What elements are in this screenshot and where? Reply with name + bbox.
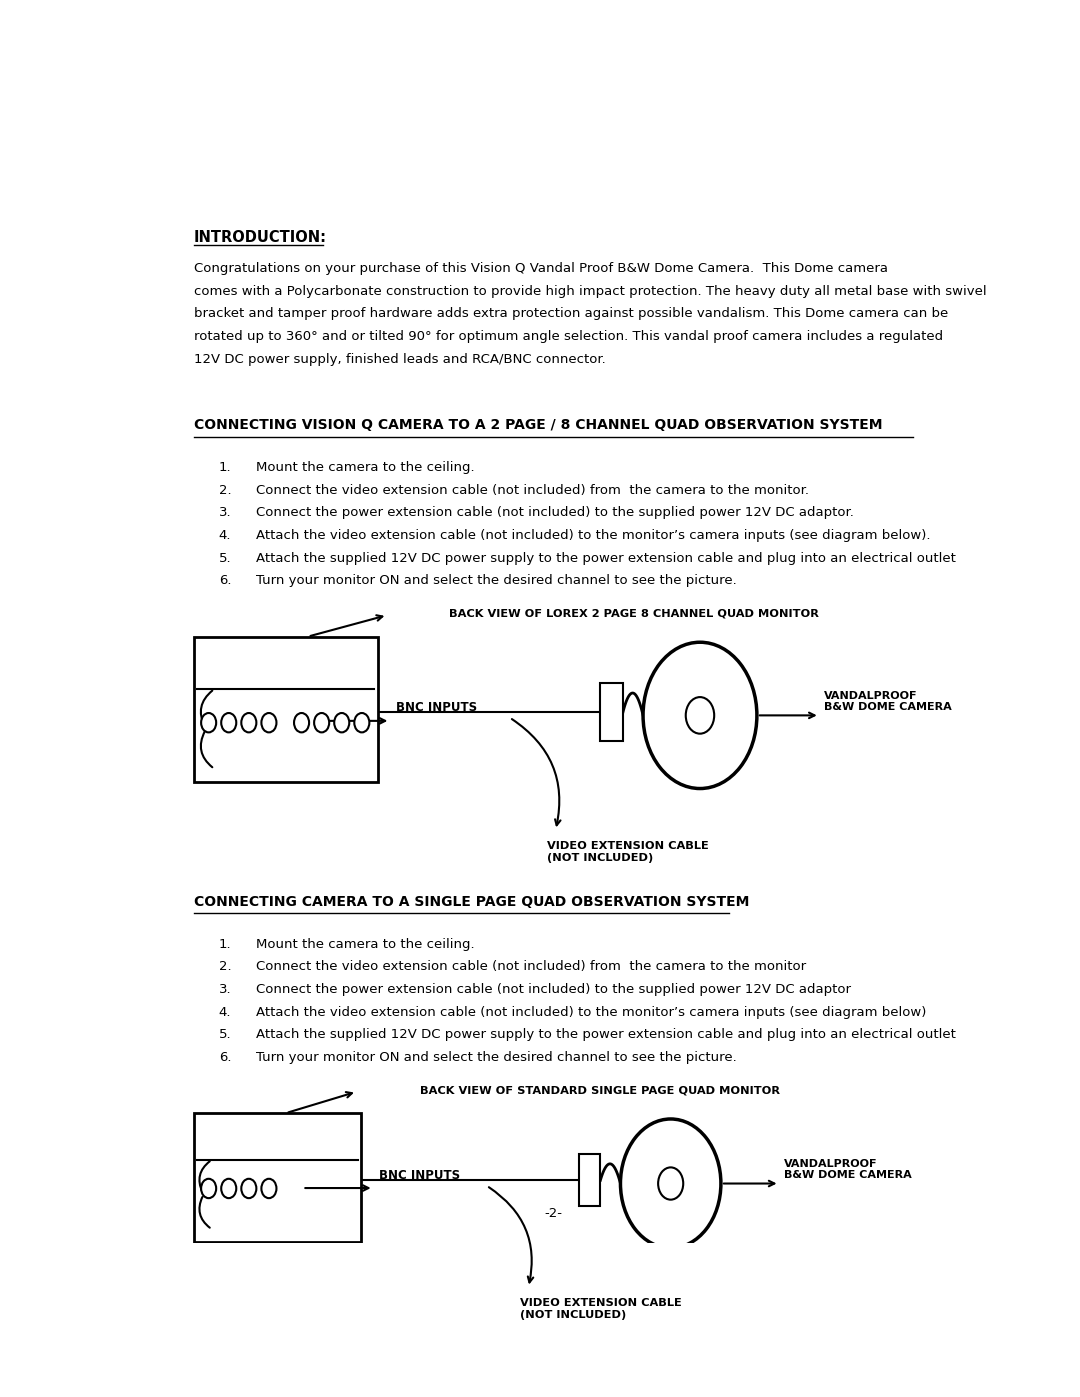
Circle shape xyxy=(221,712,237,732)
Text: BNC INPUTS: BNC INPUTS xyxy=(379,1168,460,1182)
Circle shape xyxy=(261,712,276,732)
Text: Turn your monitor ON and select the desired channel to see the picture.: Turn your monitor ON and select the desi… xyxy=(256,574,738,587)
Text: 4.: 4. xyxy=(218,529,231,542)
Text: CONNECTING VISION Q CAMERA TO A 2 PAGE / 8 CHANNEL QUAD OBSERVATION SYSTEM: CONNECTING VISION Q CAMERA TO A 2 PAGE /… xyxy=(193,418,882,432)
Circle shape xyxy=(686,697,714,733)
Text: Congratulations on your purchase of this Vision Q Vandal Proof B&W Dome Camera. : Congratulations on your purchase of this… xyxy=(193,263,888,275)
Text: BNC INPUTS: BNC INPUTS xyxy=(396,701,477,714)
Text: 6.: 6. xyxy=(218,574,231,587)
Circle shape xyxy=(201,1179,216,1199)
Text: rotated up to 360° and or tilted 90° for optimum angle selection. This vandal pr: rotated up to 360° and or tilted 90° for… xyxy=(193,330,943,344)
Text: VANDALPROOF
B&W DOME CAMERA: VANDALPROOF B&W DOME CAMERA xyxy=(784,1158,912,1180)
Text: Mount the camera to the ceiling.: Mount the camera to the ceiling. xyxy=(256,937,475,951)
Circle shape xyxy=(354,712,369,732)
Text: 12V DC power supply, finished leads and RCA/BNC connector.: 12V DC power supply, finished leads and … xyxy=(193,352,605,366)
Circle shape xyxy=(221,1179,237,1199)
Circle shape xyxy=(241,712,256,732)
Text: Mount the camera to the ceiling.: Mount the camera to the ceiling. xyxy=(256,461,475,475)
Text: 4.: 4. xyxy=(218,1006,231,1018)
Text: 2.: 2. xyxy=(218,483,231,497)
Text: Connect the video extension cable (not included) from  the camera to the monitor: Connect the video extension cable (not i… xyxy=(256,960,807,974)
Text: Connect the power extension cable (not included) to the supplied power 12V DC ad: Connect the power extension cable (not i… xyxy=(256,507,854,520)
Circle shape xyxy=(620,1119,721,1248)
Text: VANDALPROOF
B&W DOME CAMERA: VANDALPROOF B&W DOME CAMERA xyxy=(824,690,951,712)
Circle shape xyxy=(201,712,216,732)
Circle shape xyxy=(241,1179,256,1199)
Text: CONNECTING CAMERA TO A SINGLE PAGE QUAD OBSERVATION SYSTEM: CONNECTING CAMERA TO A SINGLE PAGE QUAD … xyxy=(193,895,748,909)
Circle shape xyxy=(314,712,329,732)
Circle shape xyxy=(261,1179,276,1199)
Text: comes with a Polycarbonate construction to provide high impact protection. The h: comes with a Polycarbonate construction … xyxy=(193,285,986,298)
Text: Connect the video extension cable (not included) from  the camera to the monitor: Connect the video extension cable (not i… xyxy=(256,483,809,497)
Text: VIDEO EXTENSION CABLE
(NOT INCLUDED): VIDEO EXTENSION CABLE (NOT INCLUDED) xyxy=(548,841,708,862)
Text: VIDEO EXTENSION CABLE
(NOT INCLUDED): VIDEO EXTENSION CABLE (NOT INCLUDED) xyxy=(521,1298,681,1320)
Text: INTRODUCTION:: INTRODUCTION: xyxy=(193,231,326,244)
Text: Attach the video extension cable (not included) to the monitor’s camera inputs (: Attach the video extension cable (not in… xyxy=(256,529,931,542)
Text: 6.: 6. xyxy=(218,1051,231,1063)
Text: Turn your monitor ON and select the desired channel to see the picture.: Turn your monitor ON and select the desi… xyxy=(256,1051,738,1063)
Text: 1.: 1. xyxy=(218,461,231,475)
Circle shape xyxy=(294,712,309,732)
Bar xyxy=(599,683,623,742)
Circle shape xyxy=(643,643,757,788)
Bar xyxy=(579,1154,600,1206)
Text: 3.: 3. xyxy=(218,507,231,520)
Text: Attach the supplied 12V DC power supply to the power extension cable and plug in: Attach the supplied 12V DC power supply … xyxy=(256,1028,956,1041)
Text: BACK VIEW OF LOREX 2 PAGE 8 CHANNEL QUAD MONITOR: BACK VIEW OF LOREX 2 PAGE 8 CHANNEL QUAD… xyxy=(449,609,819,619)
Text: 3.: 3. xyxy=(218,983,231,996)
Text: 1.: 1. xyxy=(218,937,231,951)
Text: 2.: 2. xyxy=(218,960,231,974)
Circle shape xyxy=(658,1168,684,1200)
Bar xyxy=(193,1113,361,1242)
Text: bracket and tamper proof hardware adds extra protection against possible vandali: bracket and tamper proof hardware adds e… xyxy=(193,307,948,320)
Text: BACK VIEW OF STANDARD SINGLE PAGE QUAD MONITOR: BACK VIEW OF STANDARD SINGLE PAGE QUAD M… xyxy=(420,1085,780,1095)
Text: -2-: -2- xyxy=(544,1207,563,1220)
Text: Attach the video extension cable (not included) to the monitor’s camera inputs (: Attach the video extension cable (not in… xyxy=(256,1006,927,1018)
Text: Attach the supplied 12V DC power supply to the power extension cable and plug in: Attach the supplied 12V DC power supply … xyxy=(256,552,956,564)
Circle shape xyxy=(334,712,349,732)
Text: 5.: 5. xyxy=(218,552,231,564)
Bar xyxy=(193,637,378,782)
Text: Connect the power extension cable (not included) to the supplied power 12V DC ad: Connect the power extension cable (not i… xyxy=(256,983,851,996)
Text: 5.: 5. xyxy=(218,1028,231,1041)
